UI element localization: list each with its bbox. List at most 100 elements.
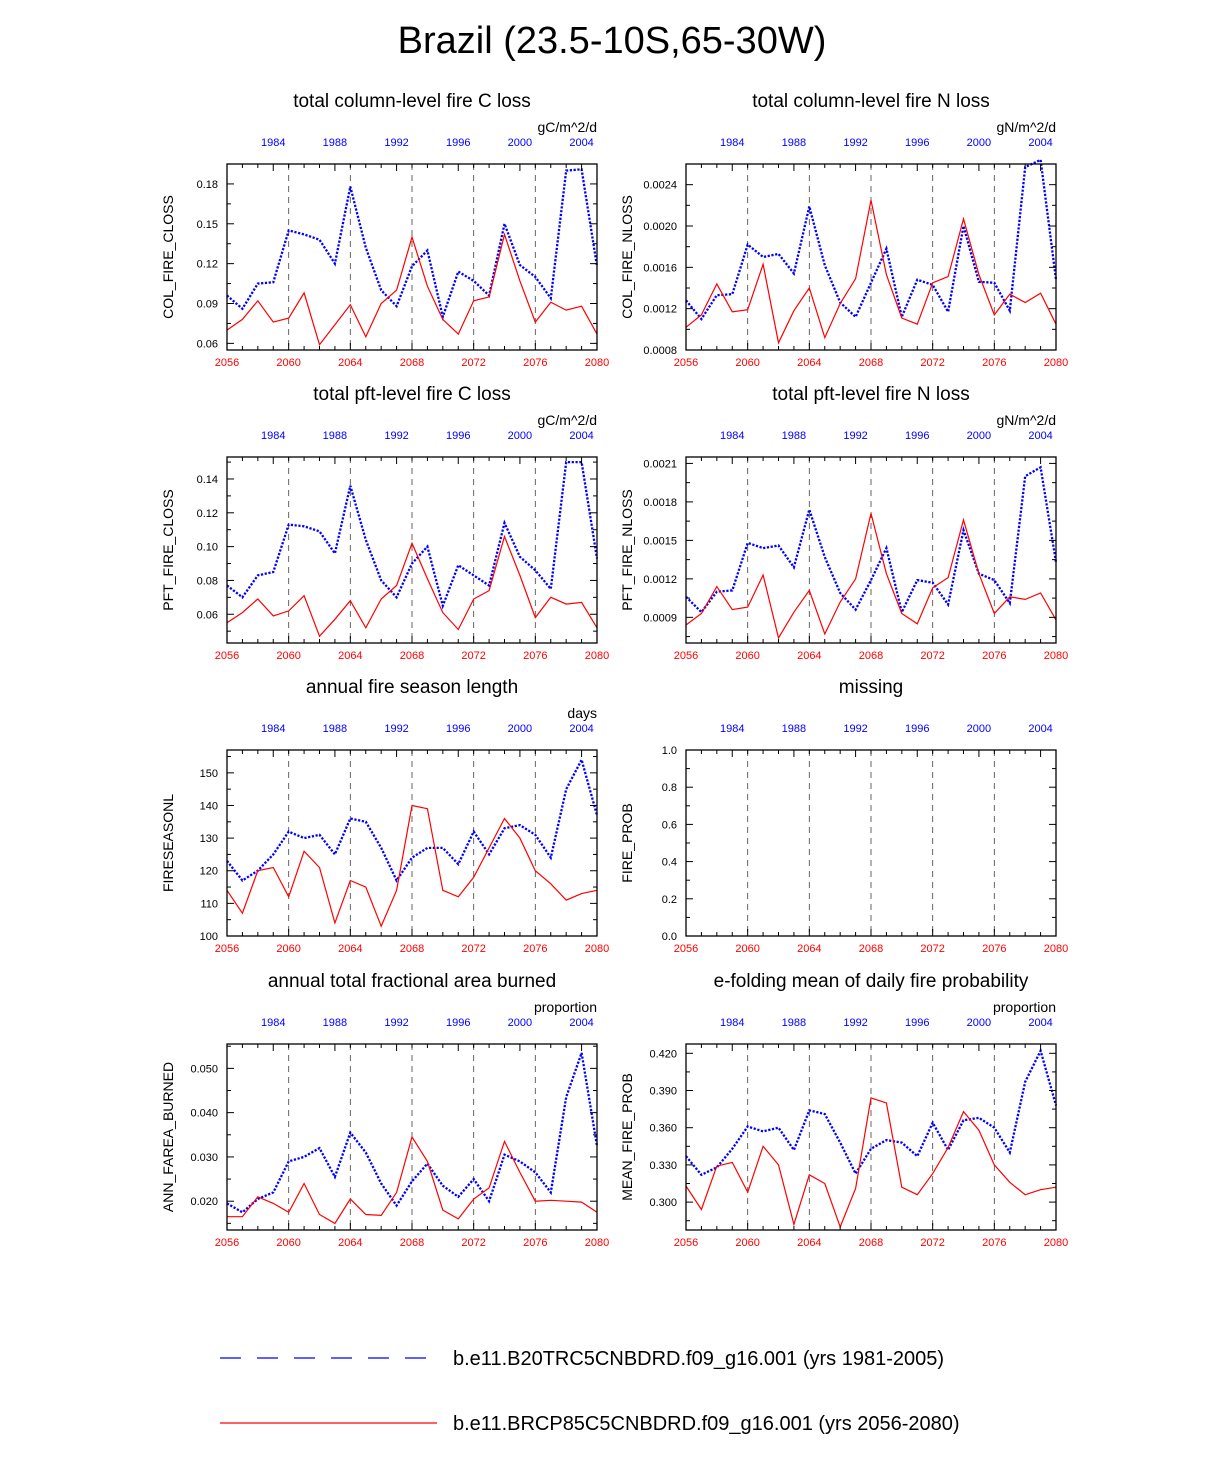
x-tick-label-top: 2000 — [508, 137, 532, 149]
x-tick-label-bottom: 2056 — [674, 943, 698, 955]
x-tick-label-top: 1992 — [384, 137, 408, 149]
y-axis-label: FIRESEASONL — [160, 794, 176, 892]
y-axis-label: COL_FIRE_CLOSS — [160, 195, 176, 319]
series-line-historical — [685, 158, 1058, 321]
x-tick-label-bottom: 2076 — [523, 357, 547, 369]
series-line-future — [226, 534, 598, 638]
series-line-future — [227, 1135, 598, 1225]
y-tick-label: 0.0008 — [643, 345, 677, 357]
y-tick-label: 0.6 — [662, 819, 677, 831]
y-tick-label: 0.06 — [197, 609, 218, 621]
x-tick-label-top: 1988 — [782, 1017, 806, 1029]
x-tick-label-bottom: 2060 — [276, 650, 300, 662]
x-tick-label-top: 1984 — [261, 1017, 285, 1029]
x-tick-label-bottom: 2068 — [859, 1237, 883, 1249]
x-tick-label-top: 1992 — [384, 430, 408, 442]
x-tick-label-bottom: 2060 — [735, 357, 759, 369]
series-line-historical — [226, 1052, 599, 1214]
x-tick-label-bottom: 2076 — [982, 357, 1006, 369]
series-line-future — [685, 1097, 1057, 1229]
y-tick-label: 0.040 — [190, 1108, 218, 1120]
y-tick-label: 1.0 — [662, 745, 677, 757]
x-tick-label-bottom: 2068 — [400, 943, 424, 955]
series-line-future — [226, 804, 598, 928]
x-tick-label-bottom: 2064 — [797, 943, 821, 955]
y-axis-label: FIRE_PROB — [619, 803, 635, 882]
y-tick-label: 0.2 — [662, 894, 677, 906]
panel-title: annual total fractional area burned — [268, 971, 556, 992]
y-tick-label: 0.0015 — [643, 535, 677, 547]
y-tick-label: 0.050 — [190, 1063, 218, 1075]
x-tick-label-bottom: 2064 — [797, 1237, 821, 1249]
y-tick-label: 0.420 — [649, 1048, 677, 1060]
legend-label: b.e11.B20TRC5CNBDRD.f09_g16.001 (yrs 198… — [453, 1348, 944, 1370]
x-tick-label-bottom: 2064 — [338, 357, 362, 369]
x-tick-label-bottom: 2080 — [585, 650, 609, 662]
x-tick-label-top: 1996 — [446, 430, 470, 442]
x-tick-label-top: 2000 — [508, 723, 532, 735]
units-label: proportion — [534, 999, 597, 1015]
series-line-historical — [226, 756, 599, 883]
legend: b.e11.B20TRC5CNBDRD.f09_g16.001 (yrs 198… — [220, 1348, 960, 1435]
x-tick-label-top: 2004 — [569, 723, 593, 735]
x-tick-label-top: 1984 — [261, 723, 285, 735]
x-tick-label-top: 1984 — [720, 723, 744, 735]
y-tick-label: 0.0016 — [643, 262, 677, 274]
y-tick-label: 0.15 — [197, 219, 218, 231]
x-tick-label-top: 1992 — [843, 430, 867, 442]
x-tick-label-bottom: 2060 — [276, 1237, 300, 1249]
x-tick-label-bottom: 2072 — [461, 650, 485, 662]
x-tick-label-top: 1988 — [323, 430, 347, 442]
y-tick-label: 0.390 — [649, 1086, 677, 1098]
x-tick-label-top: 1988 — [782, 137, 806, 149]
x-tick-label-bottom: 2068 — [400, 357, 424, 369]
y-tick-label: 0.08 — [197, 575, 218, 587]
x-tick-label-bottom: 2064 — [338, 943, 362, 955]
x-tick-label-bottom: 2072 — [920, 650, 944, 662]
series-line-future — [226, 232, 598, 346]
x-tick-label-top: 2004 — [569, 1017, 593, 1029]
x-tick-label-top: 1992 — [843, 137, 867, 149]
y-tick-label: 130 — [200, 833, 218, 845]
units-label: gC/m^2/d — [538, 119, 597, 135]
x-tick-label-bottom: 2080 — [585, 357, 609, 369]
x-tick-label-bottom: 2072 — [461, 1237, 485, 1249]
x-tick-label-bottom: 2064 — [797, 357, 821, 369]
x-tick-label-bottom: 2080 — [1044, 1237, 1068, 1249]
y-tick-label: 0.8 — [662, 782, 677, 794]
x-tick-label-bottom: 2080 — [585, 943, 609, 955]
x-tick-label-top: 2004 — [1028, 1017, 1052, 1029]
x-tick-label-top: 1992 — [384, 1017, 408, 1029]
panel-title: annual fire season length — [306, 677, 518, 698]
x-tick-label-bottom: 2056 — [215, 650, 239, 662]
panel-8: e-folding mean of daily fire probability… — [619, 971, 1068, 1249]
x-tick-label-top: 2000 — [508, 430, 532, 442]
panel-7: annual total fractional area burned propo… — [160, 971, 609, 1249]
x-tick-label-bottom: 2068 — [400, 1237, 424, 1249]
x-tick-label-bottom: 2064 — [338, 1237, 362, 1249]
units-label: gC/m^2/d — [538, 412, 597, 428]
panel-title: total pft-level fire C loss — [313, 384, 510, 405]
x-tick-label-bottom: 2056 — [215, 943, 239, 955]
x-tick-label-top: 1984 — [261, 137, 285, 149]
x-tick-label-bottom: 2056 — [215, 1237, 239, 1249]
x-tick-label-top: 1988 — [782, 723, 806, 735]
x-tick-label-top: 2000 — [967, 723, 991, 735]
panel-4: total pft-level fire N loss gN/m^2/d 2056 2… — [619, 384, 1068, 662]
x-tick-label-top: 1996 — [446, 137, 470, 149]
series-line-future — [685, 513, 1057, 640]
x-tick-label-bottom: 2060 — [735, 943, 759, 955]
legend-label: b.e11.BRCP85C5CNBDRD.f09_g16.001 (yrs 20… — [453, 1413, 960, 1435]
x-tick-label-top: 2000 — [508, 1017, 532, 1029]
x-tick-label-top: 1996 — [446, 1017, 470, 1029]
x-tick-label-bottom: 2080 — [585, 1237, 609, 1249]
units-label: proportion — [993, 999, 1056, 1015]
x-tick-label-top: 1984 — [261, 430, 285, 442]
series-line-historical — [226, 168, 599, 321]
x-tick-label-bottom: 2076 — [982, 943, 1006, 955]
y-tick-label: 0.0021 — [643, 458, 677, 470]
x-tick-label-bottom: 2068 — [859, 357, 883, 369]
x-tick-label-top: 1988 — [323, 723, 347, 735]
x-tick-label-top: 1984 — [720, 1017, 744, 1029]
